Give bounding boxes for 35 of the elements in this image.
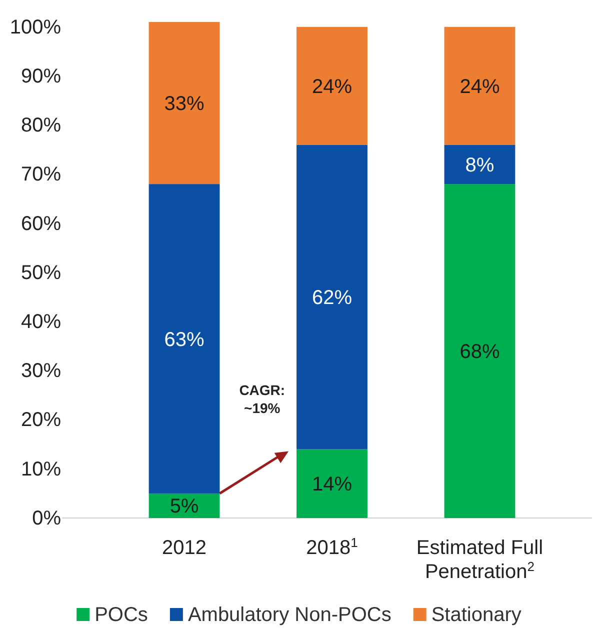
y-tick-label: 80% xyxy=(20,114,62,137)
bar xyxy=(444,184,516,518)
bar xyxy=(296,144,368,450)
y-tick-label: 50% xyxy=(20,262,62,284)
bar xyxy=(444,26,516,145)
annotation: CAGR: ~19% xyxy=(239,382,286,416)
data-label: 14% xyxy=(312,474,352,496)
data-label: 5% xyxy=(170,496,199,518)
legend-label: Ambulatory Non-POCs xyxy=(188,604,392,626)
data-label: 24% xyxy=(312,76,352,98)
data-label: 68% xyxy=(460,341,500,364)
y-tick-label: 70% xyxy=(20,164,62,186)
y-tick-label: 60% xyxy=(20,212,62,235)
y-tick-label: 100% xyxy=(10,16,62,38)
legend-label: POCs xyxy=(94,604,148,626)
bar xyxy=(296,26,368,145)
x-tick-label: Estimated Full Penetration$^{2}$ xyxy=(416,537,544,583)
y-tick-label: 0% xyxy=(32,507,62,530)
data-label: 24% xyxy=(460,76,500,98)
data-label: 62% xyxy=(312,287,352,310)
y-tick-label: 30% xyxy=(20,360,62,382)
legend-label: Stationary xyxy=(431,604,522,626)
y-tick-label: 20% xyxy=(20,409,62,432)
data-label: 63% xyxy=(164,328,205,351)
y-tick-label: 10% xyxy=(20,458,62,480)
x-tick-label: 2018$^{1}$ xyxy=(306,534,358,559)
bar xyxy=(296,449,368,518)
bar xyxy=(148,184,220,494)
y-tick-label: 40% xyxy=(20,310,62,333)
x-tick-label: 2012 xyxy=(162,537,207,559)
data-label: 8% xyxy=(465,154,494,176)
bar xyxy=(444,144,516,184)
y-tick-label: 90% xyxy=(20,65,62,88)
data-label: 33% xyxy=(164,93,205,116)
bar xyxy=(148,22,220,184)
